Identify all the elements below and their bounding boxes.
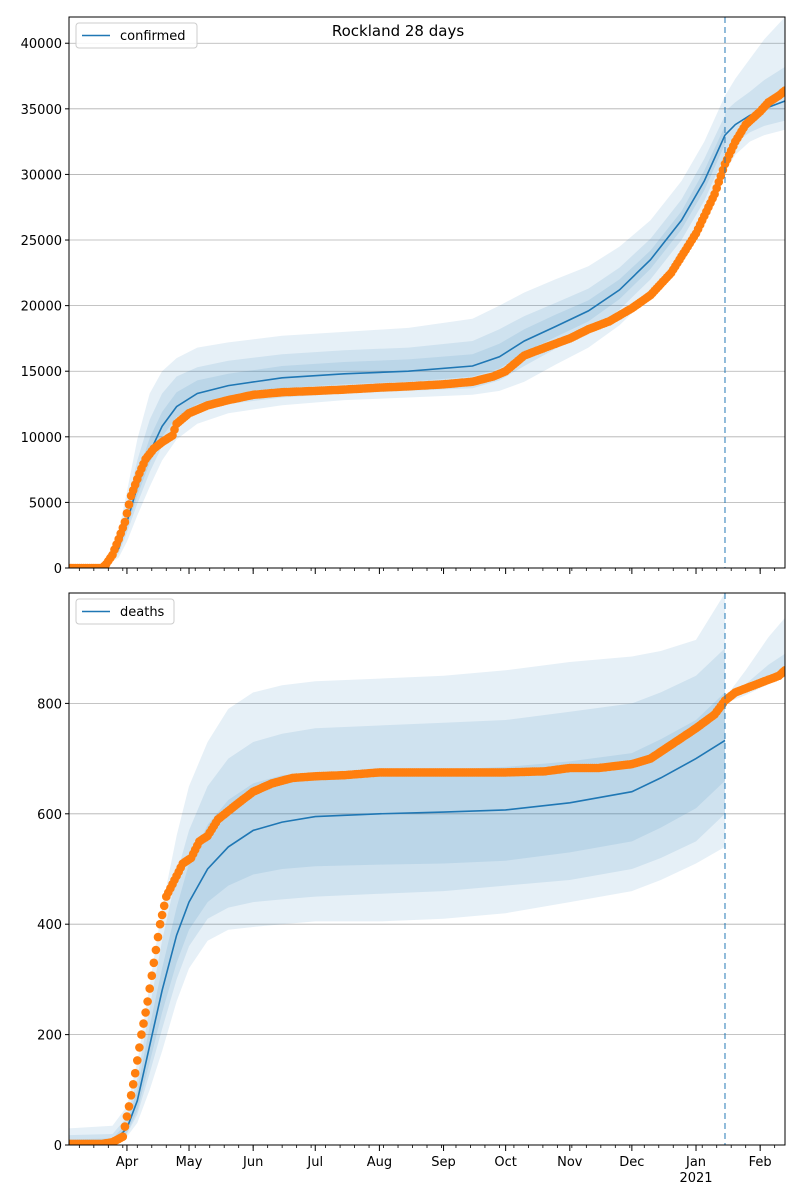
y-tick-label: 40000 <box>21 37 62 52</box>
observed-point <box>126 1091 136 1100</box>
y-tick-label: 400 <box>37 918 62 933</box>
observed-point <box>141 1008 150 1017</box>
y-tick-label: 800 <box>37 697 62 712</box>
x-tick-label: Sep <box>431 1155 456 1170</box>
x-tick-label: Jul <box>306 1155 323 1170</box>
observed-point <box>130 1068 140 1078</box>
y-tick-label: 10000 <box>21 431 62 446</box>
observed-point <box>780 666 785 675</box>
y-tick-label: 0 <box>54 562 62 577</box>
legend-label: confirmed <box>120 29 186 44</box>
y-tick-label: 600 <box>37 808 62 823</box>
model-line <box>69 739 726 1145</box>
observed-point <box>153 932 163 942</box>
axes-frame <box>68 16 786 569</box>
x-tick-label: Dec <box>619 1155 644 1170</box>
plot-area <box>69 593 785 1145</box>
y-tick-label: 25000 <box>21 234 62 249</box>
x-tick-label: Jun <box>242 1155 263 1170</box>
y-tick-label: 200 <box>37 1029 62 1044</box>
observed-point <box>133 1056 142 1065</box>
observed-point <box>145 984 154 993</box>
observed-point <box>151 945 161 955</box>
observed-point <box>139 1019 148 1028</box>
observed-point <box>137 1030 146 1039</box>
y-tick-label: 35000 <box>21 103 62 118</box>
uncertainty-band <box>69 593 725 1145</box>
observed-series <box>69 86 785 568</box>
observed-point <box>124 1102 134 1111</box>
observed-point <box>159 901 169 911</box>
y-tick-label: 20000 <box>21 300 62 315</box>
observed-series <box>69 666 785 1145</box>
deaths-panel: 0 200 400 600 800 Apr May Jun Jul Aug Sep Oct Nov Dec… <box>37 592 786 1186</box>
x-tick-label: May <box>176 1155 203 1170</box>
uncertainty-band <box>69 95 725 568</box>
x-tick-label: Apr <box>116 1155 139 1170</box>
x-tick-label: Jan <box>685 1155 706 1170</box>
x-tick-label: Aug <box>367 1155 392 1170</box>
observed-point <box>157 910 167 920</box>
y-tick-label: 15000 <box>21 365 62 380</box>
x-tick-label: Oct <box>494 1155 516 1170</box>
observed-point <box>118 1132 128 1141</box>
observed-point <box>143 997 152 1006</box>
legend: confirmed <box>75 22 198 49</box>
observed-point <box>122 1112 132 1121</box>
x-tick-label: Feb <box>749 1155 772 1170</box>
observed-point <box>155 919 165 929</box>
x-tick-year-label: 2021 <box>679 1171 712 1186</box>
observed-point <box>120 1122 130 1131</box>
y-tick-label: 30000 <box>21 168 62 183</box>
confirmed-panel: 0 5000 10000 15000 20000 25000 30000 35000 40000… <box>21 16 786 577</box>
legend: deaths <box>75 598 175 625</box>
observed-point <box>780 86 785 95</box>
observed-point <box>128 1080 138 1089</box>
legend-box <box>75 598 175 625</box>
observed-point <box>122 509 132 518</box>
observed-point <box>120 517 130 527</box>
y-tick-label: 5000 <box>29 496 62 511</box>
y-tick-label: 0 <box>54 1139 62 1154</box>
plot-area <box>69 17 785 568</box>
legend-box <box>75 22 198 49</box>
observed-point <box>147 971 157 980</box>
observed-point <box>149 958 159 968</box>
legend-label: deaths <box>120 605 165 620</box>
x-tick-label: Nov <box>557 1155 583 1170</box>
chart-title: Rockland 28 days <box>332 22 464 40</box>
observed-point <box>124 500 134 509</box>
observed-point <box>135 1043 144 1052</box>
